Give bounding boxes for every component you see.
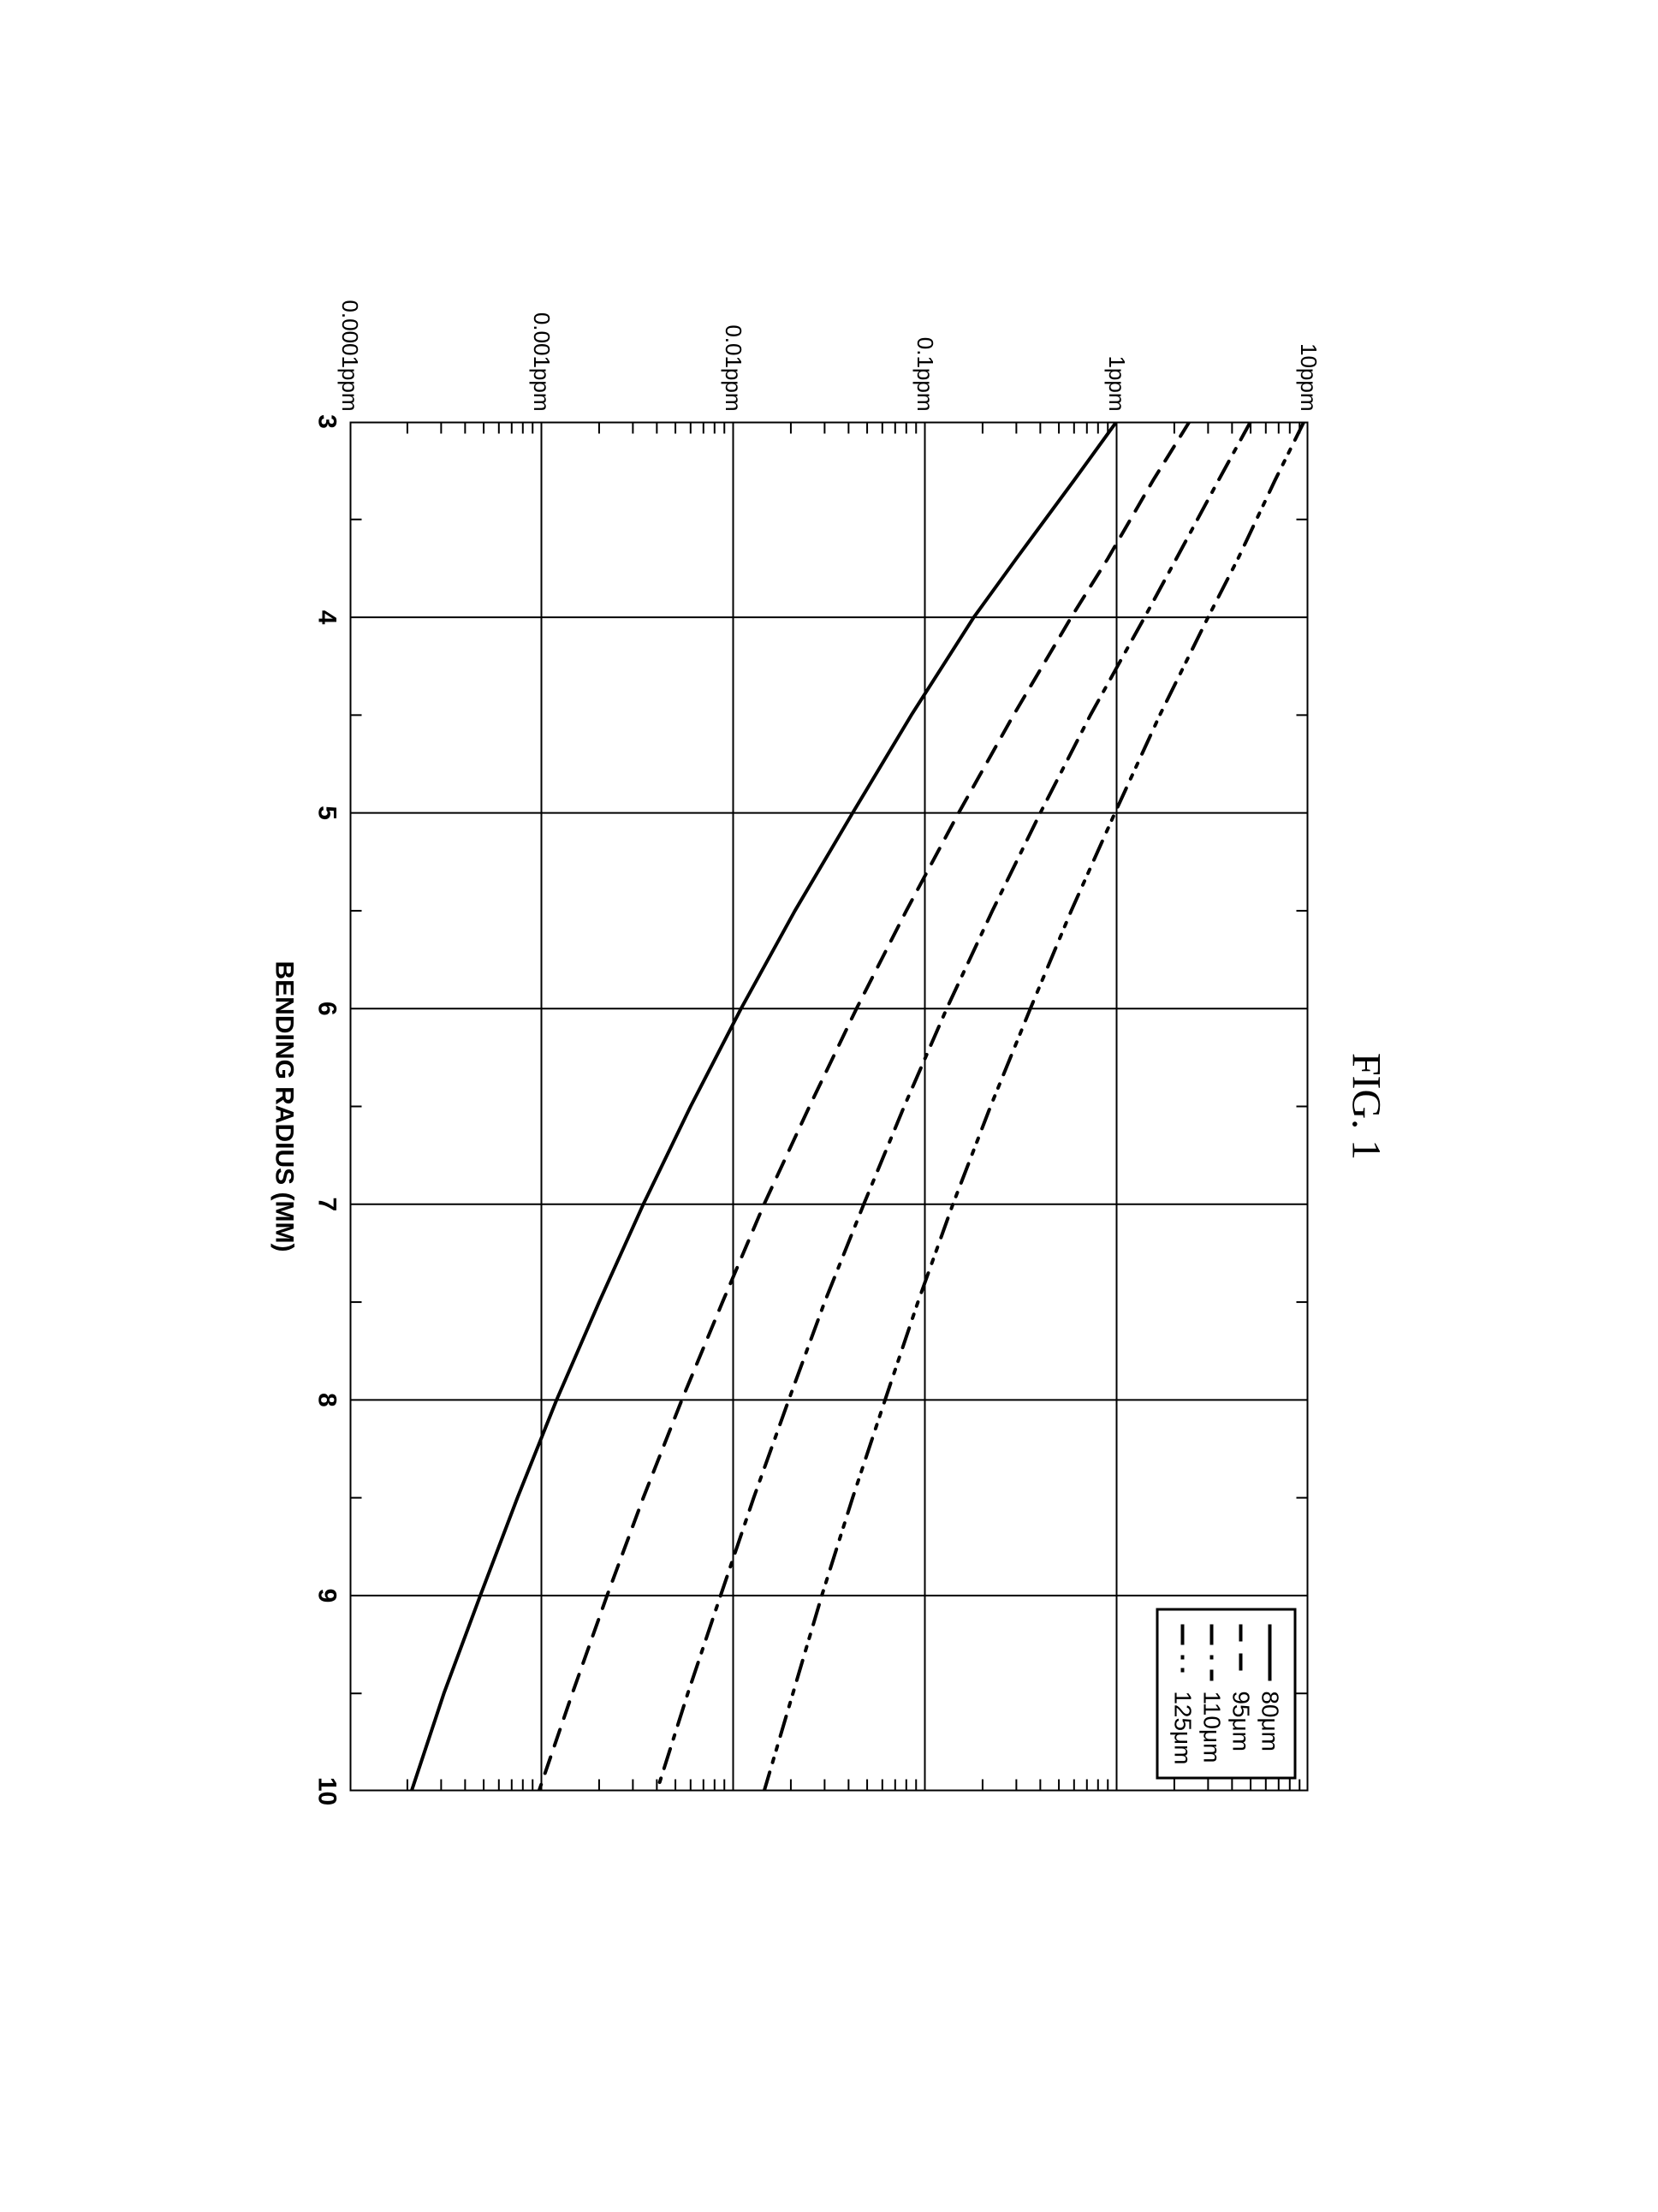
x-tick-label: 8 [312, 1393, 349, 1407]
x-tick-label: 10 [312, 1776, 349, 1805]
x-tick-label: 7 [312, 1197, 349, 1211]
y-tick-label: 1ppm [1103, 355, 1130, 421]
x-tick-label: 5 [312, 806, 349, 820]
legend-item: 80μm [1256, 1622, 1283, 1764]
figure-title: FIG. 1 [1342, 1052, 1389, 1159]
x-axis-label: BENDING RADIUS (MM) [269, 960, 298, 1252]
figure: FIG. 1 0.0001ppm0.001ppm0.01ppm0.1ppm1pp… [269, 421, 1389, 1791]
y-tick-label: 0.0001ppm [336, 300, 363, 421]
legend: 80μm95μm110μm125μm [1156, 1608, 1296, 1779]
legend-item: 125μm [1168, 1622, 1196, 1764]
y-tick-label: 0.1ppm [912, 336, 938, 421]
line-chart [349, 421, 1308, 1791]
legend-swatch-icon [1169, 1622, 1195, 1682]
y-tick-label: 0.01ppm [720, 324, 746, 421]
legend-swatch-icon [1198, 1622, 1224, 1682]
legend-item: 95μm [1227, 1622, 1254, 1764]
x-tick-label: 9 [312, 1588, 349, 1603]
legend-swatch-icon [1257, 1622, 1282, 1682]
legend-label: 95μm [1227, 1691, 1254, 1751]
legend-label: 110μm [1197, 1691, 1225, 1763]
x-tick-label: 3 [312, 414, 349, 429]
legend-label: 80μm [1256, 1691, 1283, 1751]
chart-area: 0.0001ppm0.001ppm0.01ppm0.1ppm1ppm10ppm … [349, 421, 1308, 1791]
legend-swatch-icon [1227, 1622, 1253, 1682]
x-tick-label: 4 [312, 609, 349, 624]
legend-item: 110μm [1197, 1622, 1225, 1764]
y-tick-label: 0.001ppm [528, 312, 555, 421]
rotated-wrapper: FIG. 1 0.0001ppm0.001ppm0.01ppm0.1ppm1pp… [269, 421, 1389, 1791]
y-tick-label: 10ppm [1295, 343, 1322, 422]
legend-label: 125μm [1168, 1691, 1196, 1764]
x-tick-label: 6 [312, 1001, 349, 1015]
